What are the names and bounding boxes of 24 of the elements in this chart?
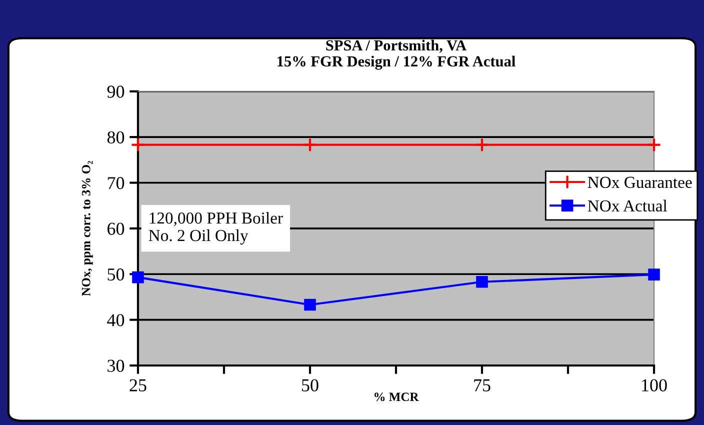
y-tick-label: 40 [107,314,124,326]
annotation: 120,000 PPH Boiler No. 2 Oil Only [148,212,283,245]
x-axis-title: % MCR [374,392,419,402]
x-tick-label: 25 [130,379,146,392]
y-tick-label: 80 [107,131,124,144]
y-tick-label: 70 [108,177,124,190]
point [646,138,662,152]
y-tick-label: 50 [108,268,124,281]
y-tick-label: 30 [108,360,124,372]
legend-label: NOx Guarantee [588,176,692,188]
point [304,298,316,311]
y-tick-label: 90 [107,86,124,98]
y-tick-label: 60 [108,222,124,235]
legend-label: NOx Actual [588,200,668,212]
x-tick-label: 100 [642,379,667,392]
point [132,271,144,284]
point [474,138,490,152]
chart-title: SPSA / Portsmith, VA 15% FGR Design / 12% FGR Actual [278,40,516,70]
x-tick-label: 75 [474,379,490,392]
x-tick-label: 50 [302,379,318,392]
point [648,268,660,280]
point [476,276,488,288]
point [302,138,318,152]
y-axis-title: NOx, ppm corr. to 3% O₂ [82,160,93,296]
